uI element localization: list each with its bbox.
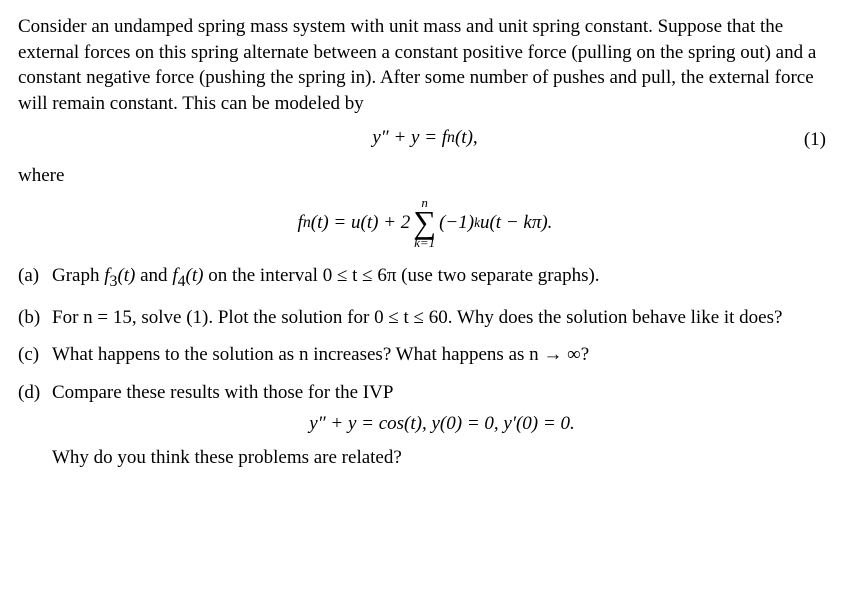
marker-a: (a)	[18, 263, 52, 292]
marker-b: (b)	[18, 305, 52, 331]
fn-sub: n	[303, 212, 311, 233]
eq1-pre: y″ + y = f	[372, 125, 447, 151]
d-after: Why do you think these problems are rela…	[52, 445, 832, 471]
item-a: (a) Graph f3(t) and f4(t) on the interva…	[18, 263, 832, 292]
a-and: and	[135, 265, 172, 286]
eq1-label: (1)	[804, 127, 826, 153]
item-b: (b) For n = 15, solve (1). Plot the solu…	[18, 305, 832, 331]
eq1-post: (t),	[455, 125, 478, 151]
c-text: What happens to the solution as n increa…	[52, 342, 832, 368]
where-text: where	[18, 163, 832, 189]
sum-post-a: (−1)	[439, 210, 474, 236]
a-f4sub: 4	[178, 273, 186, 290]
d-equation: y″ + y = cos(t), y(0) = 0, y′(0) = 0.	[52, 411, 832, 437]
sum-bottom: k=1	[414, 236, 435, 249]
item-c: (c) What happens to the solution as n in…	[18, 342, 832, 368]
summation-symbol: n ∑ k=1	[413, 196, 436, 249]
a-f3t: (t)	[117, 265, 135, 286]
d-text: Compare these results with those for the…	[52, 380, 832, 406]
equation-1: y″ + y = fn(t), (1)	[18, 125, 832, 153]
marker-d: (d)	[18, 380, 52, 471]
b-text: For n = 15, solve (1). Plot the solution…	[52, 305, 832, 331]
intro-paragraph: Consider an undamped spring mass system …	[18, 14, 832, 117]
item-d: (d) Compare these results with those for…	[18, 380, 832, 471]
a-f4t: (t)	[186, 265, 204, 286]
sum-post-b: u(t − kπ).	[480, 210, 552, 236]
fn-mid: (t) = u(t) + 2	[311, 210, 411, 236]
a-pre: Graph	[52, 265, 104, 286]
eq1-sub: n	[447, 127, 455, 148]
a-post: on the interval 0 ≤ t ≤ 6π (use two sepa…	[203, 265, 599, 286]
fn-definition: fn(t) = u(t) + 2 n ∑ k=1 (−1)ku(t − kπ).	[18, 196, 832, 249]
marker-c: (c)	[18, 342, 52, 368]
